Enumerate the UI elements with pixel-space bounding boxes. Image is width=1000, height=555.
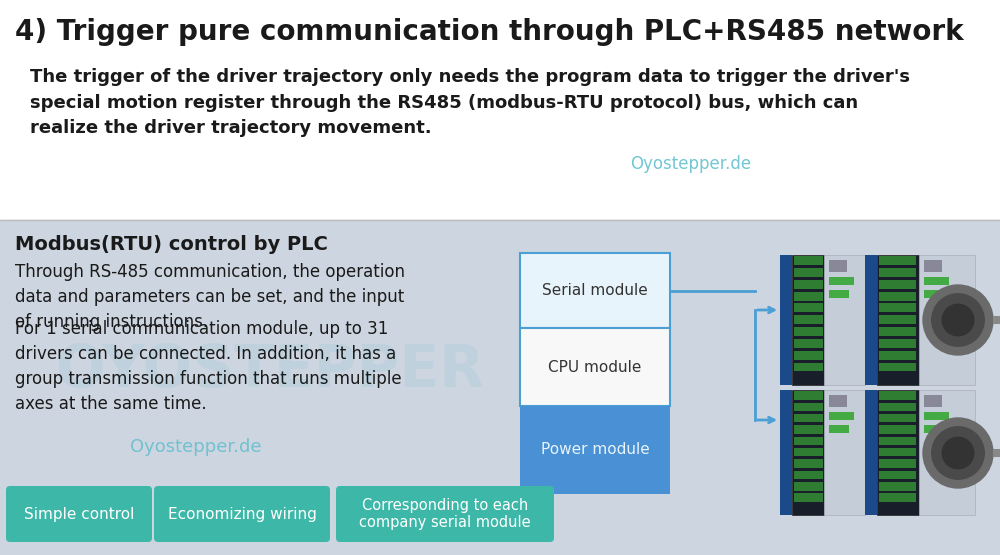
Text: Economizing wiring: Economizing wiring	[168, 507, 316, 522]
Bar	[829, 260, 847, 272]
FancyBboxPatch shape	[520, 253, 670, 328]
Text: Serial module: Serial module	[542, 283, 648, 298]
Bar	[879, 327, 916, 336]
Bar	[879, 291, 916, 300]
Bar	[829, 412, 854, 420]
Text: Modbus(RTU) control by PLC: Modbus(RTU) control by PLC	[15, 235, 328, 254]
Text: Oyostepper.de: Oyostepper.de	[630, 155, 751, 173]
Bar	[865, 255, 877, 385]
Bar	[829, 277, 854, 285]
Bar	[993, 316, 1000, 324]
Text: 4) Trigger pure communication through PLC+RS485 network: 4) Trigger pure communication through PL…	[15, 18, 964, 46]
Bar	[879, 471, 916, 479]
Bar	[829, 425, 849, 433]
Bar	[829, 290, 849, 298]
FancyBboxPatch shape	[520, 328, 670, 406]
Bar	[879, 448, 916, 456]
Circle shape	[923, 418, 993, 488]
Bar	[924, 290, 944, 298]
Bar	[924, 412, 949, 420]
Bar	[919, 255, 975, 385]
Bar	[794, 460, 823, 468]
Bar	[924, 277, 949, 285]
Bar	[924, 425, 944, 433]
Bar	[780, 390, 792, 515]
Bar	[879, 460, 916, 468]
FancyBboxPatch shape	[154, 486, 330, 542]
Bar	[919, 390, 975, 515]
Bar	[0, 0, 1000, 220]
Bar	[877, 255, 919, 385]
Bar	[824, 390, 865, 515]
Bar	[794, 391, 823, 400]
Bar	[794, 291, 823, 300]
Bar	[993, 449, 1000, 457]
Circle shape	[923, 285, 993, 355]
Bar	[879, 304, 916, 312]
Bar	[829, 395, 847, 407]
Text: CPU module: CPU module	[548, 360, 642, 375]
Text: OYOSTEPPER: OYOSTEPPER	[55, 341, 485, 398]
Circle shape	[932, 294, 984, 346]
Bar	[780, 255, 792, 385]
Circle shape	[942, 304, 974, 336]
Bar	[794, 339, 823, 348]
Text: Simple control: Simple control	[24, 507, 134, 522]
Bar	[794, 280, 823, 289]
Text: Oyostepper.de: Oyostepper.de	[130, 438, 262, 456]
Circle shape	[942, 437, 974, 469]
Text: The trigger of the driver trajectory only needs the program data to trigger the : The trigger of the driver trajectory onl…	[30, 68, 910, 138]
Bar	[879, 268, 916, 277]
Bar	[794, 448, 823, 456]
Bar	[794, 256, 823, 265]
Bar	[879, 414, 916, 422]
Bar	[792, 390, 824, 515]
Bar	[794, 425, 823, 434]
Bar	[794, 402, 823, 411]
Bar	[824, 255, 865, 385]
Bar	[879, 482, 916, 491]
FancyBboxPatch shape	[6, 486, 152, 542]
Text: Power module: Power module	[541, 442, 649, 457]
Text: For 1 serial communication module, up to 31
drivers can be connected. In additio: For 1 serial communication module, up to…	[15, 320, 402, 413]
Bar	[879, 256, 916, 265]
Bar	[879, 425, 916, 434]
Bar	[879, 362, 916, 371]
Bar	[794, 493, 823, 502]
Text: Through RS-485 communication, the operation
data and parameters can be set, and : Through RS-485 communication, the operat…	[15, 263, 405, 331]
Bar	[794, 304, 823, 312]
Bar	[924, 260, 942, 272]
Bar	[879, 351, 916, 360]
Bar	[794, 268, 823, 277]
Bar	[792, 255, 824, 385]
Text: Corresponding to each
company serial module: Corresponding to each company serial mod…	[359, 498, 531, 530]
Bar	[794, 351, 823, 360]
Bar	[794, 437, 823, 445]
Bar	[794, 482, 823, 491]
Bar	[794, 414, 823, 422]
Circle shape	[932, 427, 984, 480]
Bar	[794, 471, 823, 479]
FancyBboxPatch shape	[336, 486, 554, 542]
Bar	[794, 315, 823, 324]
Bar	[879, 437, 916, 445]
Bar	[0, 220, 1000, 555]
Bar	[879, 280, 916, 289]
Bar	[879, 391, 916, 400]
Bar	[865, 390, 877, 515]
Bar	[879, 339, 916, 348]
Bar	[879, 402, 916, 411]
Bar	[877, 390, 919, 515]
Bar	[794, 327, 823, 336]
Bar	[924, 395, 942, 407]
FancyBboxPatch shape	[520, 406, 670, 494]
Bar	[879, 315, 916, 324]
Bar	[794, 362, 823, 371]
Bar	[879, 493, 916, 502]
